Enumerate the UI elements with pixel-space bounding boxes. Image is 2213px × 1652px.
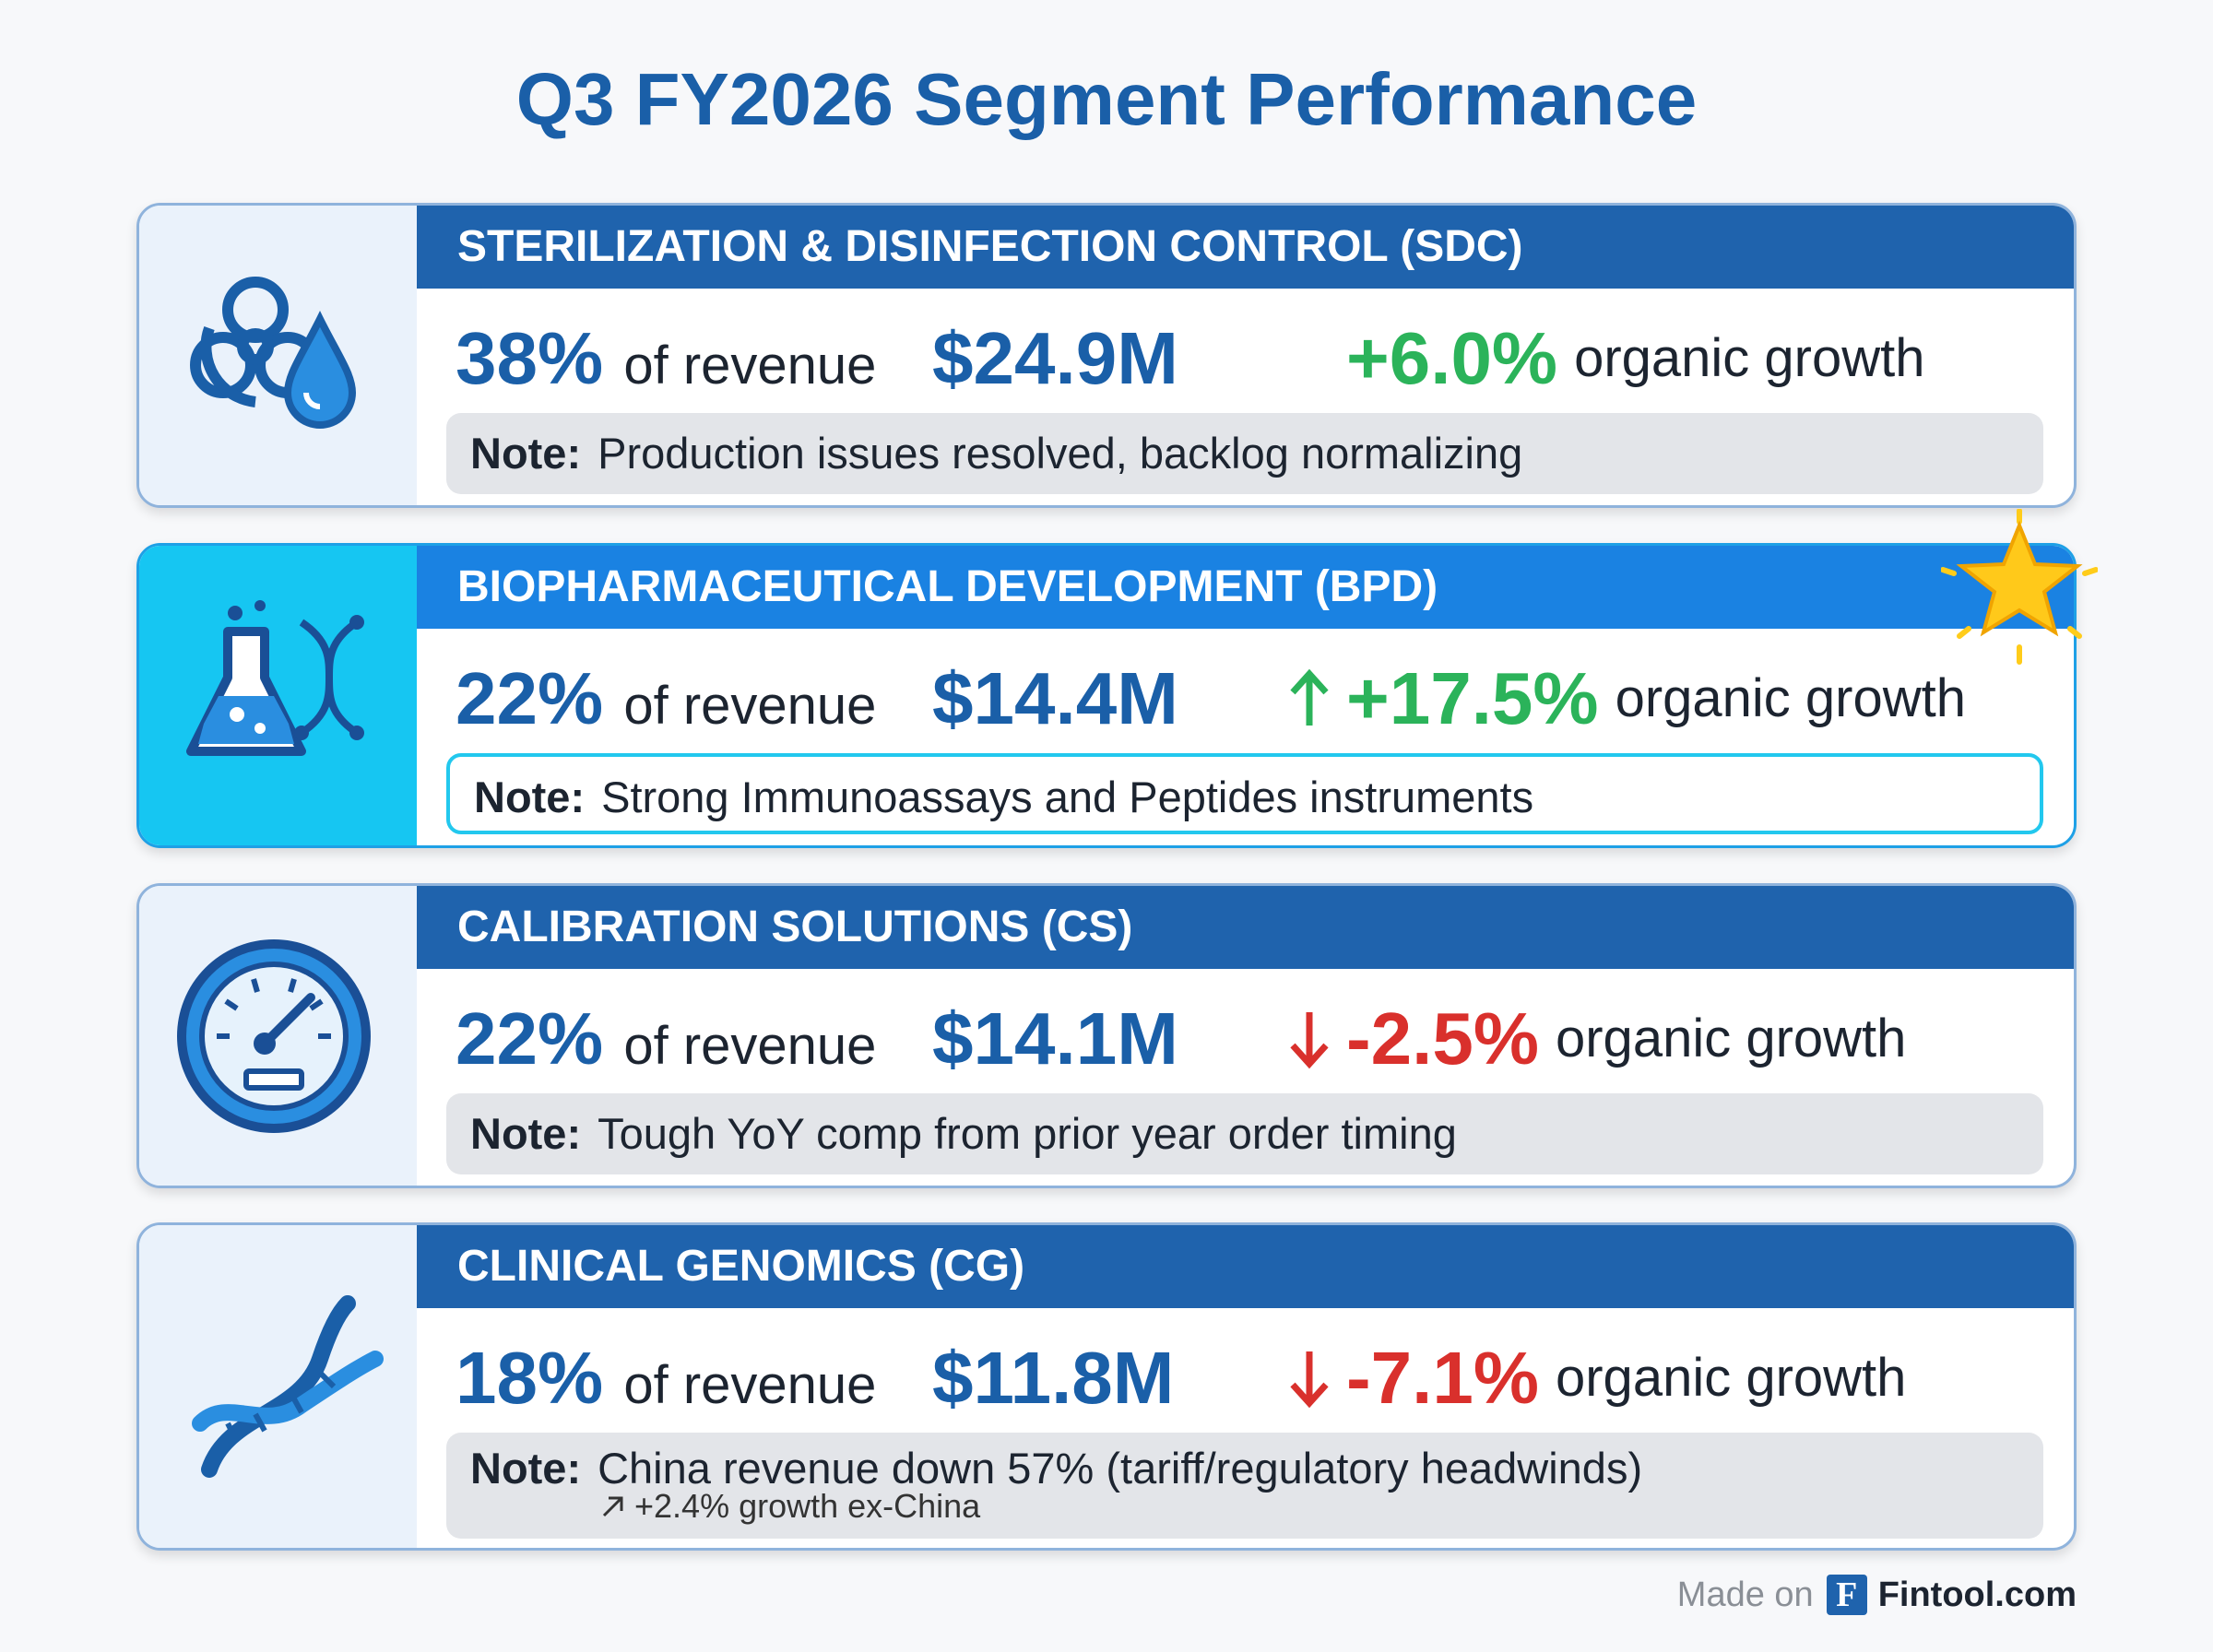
note-label: Note: [470,1109,582,1158]
star-icon [1941,509,2098,665]
growth: +17.5% [1346,657,1599,739]
segment-icon [176,938,371,1133]
segment-icon [185,599,364,756]
growth: +6.0% [1346,317,1558,399]
growth: -2.5% [1346,997,1539,1080]
segment-card: CLINICAL GENOMICS (CG) 18% of revenue $11.… [136,1222,2077,1551]
segment-card: BIOPHARMACEUTICAL DEVELOPMENT (BPD) 22% o… [136,543,2077,848]
segment-name: BIOPHARMACEUTICAL DEVELOPMENT (BPD) [417,546,2074,629]
trend-arrow [1290,668,1329,726]
segment-name: STERILIZATION & DISINFECTION CONTROL (SD… [417,206,2074,289]
note-text: Production issues resolved, backlog norm… [598,429,1523,478]
segment-icon [191,1295,384,1478]
share-label: of revenue [623,676,877,736]
note-box: Note: Strong Immunoassays and Peptides in… [446,753,2043,834]
share-label: of revenue [623,1016,877,1076]
note-box: Note: Tough YoY comp from prior year orde… [446,1093,2043,1174]
note-text: Strong Immunoassays and Peptides instrum… [601,773,1534,821]
share-label: of revenue [623,336,877,395]
icon-panel [139,206,417,505]
note-label: Note: [474,773,586,821]
share: 22% [456,997,604,1080]
growth-group: -2.5% organic growth [1284,995,1906,1083]
growth-label: organic growth [1555,1009,1907,1068]
title: Q3 FY2026 Segment Performance [515,58,1698,140]
subnote-arrow [602,1496,623,1517]
footer-brand: Fintool.com [1877,1575,2077,1614]
icon-panel [139,886,417,1186]
share-label: of revenue [623,1355,877,1415]
growth-label: organic growth [1555,1348,1907,1408]
icon-panel [139,1225,417,1548]
footer-prefix: Made on [1676,1575,1814,1614]
note-label: Note: [470,429,582,478]
note-line: Note: Tough YoY comp from prior year orde… [470,1093,2043,1174]
share-group: 38% of revenue [456,314,876,410]
growth-label: organic growth [1615,668,1966,728]
note-label: Note: [470,1444,582,1493]
segment-card: STERILIZATION & DISINFECTION CONTROL (SD… [136,203,2077,508]
revenue: $11.8M [932,1337,1175,1419]
trend-arrow [1290,1351,1329,1409]
trend-arrow [1290,1012,1329,1069]
segment-card: CALIBRATION SOLUTIONS (CS) 22% of revenue… [136,883,2077,1188]
share-group: 22% of revenue [456,995,876,1091]
segment-icon [189,276,356,429]
growth-group: +17.5% organic growth [1284,655,1966,743]
subnote-line: +2.4% growth ex-China [599,1490,2043,1523]
revenue: $14.1M [932,997,1178,1080]
growth-group: -7.1% organic growth [1284,1334,1906,1422]
note-line: Note: China revenue down 57% (tariff/regu… [470,1433,2043,1504]
footer-logo: F [1826,1575,1867,1615]
trend-arrow [1284,326,1335,391]
note-text: Tough YoY comp from prior year order tim… [598,1109,1457,1158]
segment-name: CALIBRATION SOLUTIONS (CS) [417,886,2074,969]
segment-name: CLINICAL GENOMICS (CG) [417,1225,2074,1308]
revenue: $14.4M [932,657,1178,739]
icon-panel [139,546,417,845]
share: 38% [456,317,604,399]
share: 18% [456,1337,604,1419]
growth-group: +6.0% organic growth [1284,314,1925,403]
growth-label: organic growth [1574,328,1925,388]
revenue: $24.9M [932,317,1178,399]
footer: Made on F Fintool.com [1677,1575,2077,1615]
note-text: China revenue down 57% (tariff/regulator… [598,1444,1643,1493]
note-box: Note: Production issues resolved, backlog… [446,413,2043,494]
note-box: Note: China revenue down 57% (tariff/regu… [446,1433,2043,1539]
subnote: +2.4% growth ex-China [634,1487,981,1525]
note-line: Note: Strong Immunoassays and Peptides in… [474,757,2040,838]
share-group: 22% of revenue [456,655,876,750]
share-group: 18% of revenue [456,1334,876,1430]
growth: -7.1% [1346,1337,1539,1419]
share: 22% [456,657,604,739]
note-line: Note: Production issues resolved, backlog… [470,413,2043,494]
